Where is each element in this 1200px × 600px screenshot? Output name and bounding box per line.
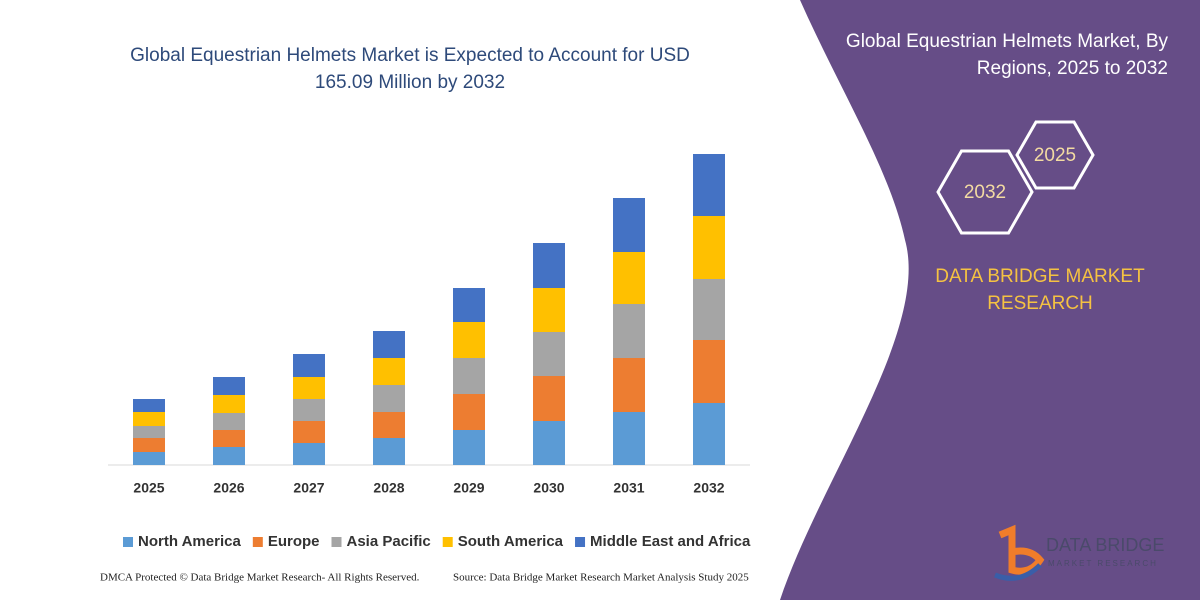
bar-segment (533, 376, 565, 421)
footer-left: DMCA Protected © Data Bridge Market Rese… (100, 572, 420, 584)
bar-segment (373, 385, 405, 412)
x-tick-label: 2032 (693, 480, 724, 496)
side-panel (780, 0, 1200, 600)
legend-label: Middle East and Africa (590, 533, 751, 550)
bar-segment (373, 358, 405, 385)
legend-swatch (575, 537, 586, 547)
logo-tagline: MARKET RESEARCH (1048, 559, 1158, 568)
bar-segment (453, 288, 485, 322)
bar-segment (293, 443, 325, 465)
x-tick-label: 2026 (213, 480, 244, 496)
bar-segment (533, 421, 565, 465)
legend-label: Asia Pacific (347, 533, 431, 550)
bar-segment (453, 394, 485, 430)
bar-segment (693, 403, 725, 465)
hexagon-label: 2025 (1034, 145, 1076, 166)
bar-segment (693, 216, 725, 279)
bar-segment (293, 421, 325, 443)
x-tick-label: 2025 (133, 480, 164, 496)
bar-segment (453, 430, 485, 465)
bar-segment (293, 354, 325, 377)
bar-segment (693, 154, 725, 216)
bar-segment (213, 377, 245, 395)
bar-segment (213, 430, 245, 447)
bar-segment (453, 322, 485, 358)
x-tick-label: 2029 (453, 480, 484, 496)
bar-segment (133, 399, 165, 412)
bar-segment (693, 279, 725, 340)
legend-swatch (331, 537, 342, 547)
footer-right: Source: Data Bridge Market Research Mark… (453, 572, 749, 584)
chart-title: Global Equestrian Helmets Market is Expe… (130, 45, 690, 93)
bar-segment (613, 198, 645, 252)
legend-label: South America (458, 533, 564, 550)
legend-swatch (123, 537, 133, 547)
panel-heading: Global Equestrian Helmets Market, By Reg… (845, 31, 1168, 79)
logo-name: DATA BRIDGE (1046, 535, 1164, 555)
bar-segment (613, 304, 645, 358)
x-tick-label: 2028 (373, 480, 404, 496)
bar-segment (533, 288, 565, 332)
panel-brand: DATA BRIDGE MARKET RESEARCH (935, 266, 1145, 314)
x-tick-label: 2030 (533, 480, 564, 496)
hexagon (936, 149, 1034, 235)
bar-segment (533, 243, 565, 288)
bar-segment (133, 412, 165, 426)
legend-swatch (252, 537, 263, 547)
bar-segment (533, 332, 565, 376)
bar-segment (613, 358, 645, 412)
logo-mark (998, 524, 1045, 575)
legend-swatch (442, 537, 453, 547)
bar-segment (293, 377, 325, 399)
x-tick-label: 2031 (613, 480, 644, 496)
bar-segment (133, 438, 165, 452)
x-tick-label: 2027 (293, 480, 324, 496)
bar-segment (613, 252, 645, 304)
bar-segment (293, 399, 325, 421)
bar-segment (373, 331, 405, 358)
bar-segment (213, 413, 245, 430)
bar-segment (213, 447, 245, 465)
bar-segment (213, 395, 245, 413)
bar-segment (373, 412, 405, 438)
logo-mark (994, 563, 1042, 581)
bar-segment (693, 340, 725, 403)
hexagon-label: 2032 (964, 182, 1006, 203)
bar-segment (373, 438, 405, 465)
legend-label: North America (138, 533, 241, 550)
bar-segment (133, 426, 165, 438)
hexagon (1015, 120, 1095, 190)
bar-segment (613, 412, 645, 465)
bar-segment (133, 452, 165, 465)
legend-label: Europe (268, 533, 320, 550)
bar-segment (453, 358, 485, 394)
